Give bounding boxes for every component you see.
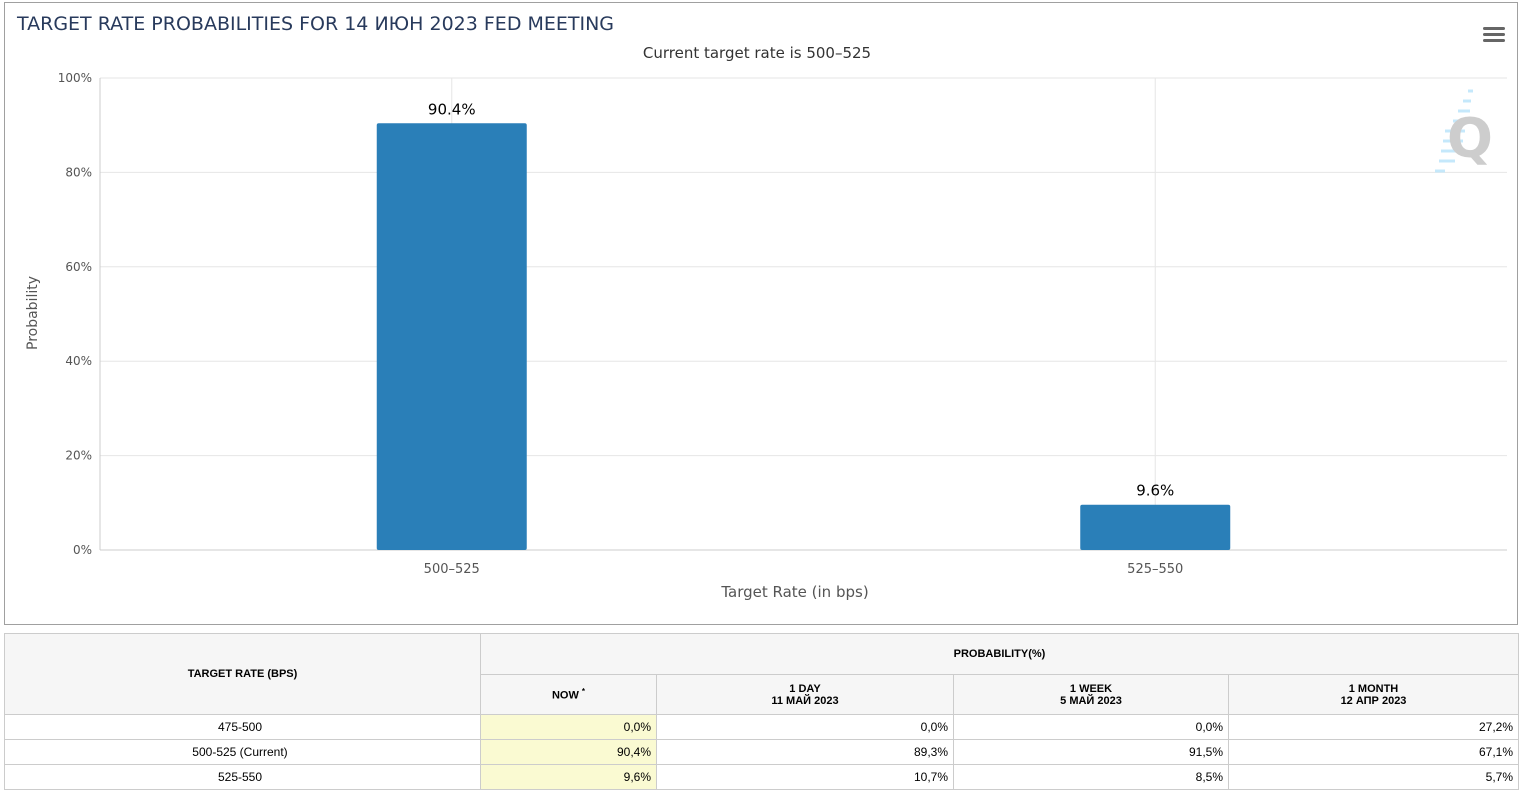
header-now: NOW *: [480, 674, 657, 715]
x-axis-label: Target Rate (in bps): [720, 583, 868, 601]
chart-title: TARGET RATE PROBABILITIES FOR 14 ИЮН 202…: [16, 13, 614, 35]
x-tick-label: 500–525: [424, 562, 480, 577]
month-cell: 5,7%: [1228, 764, 1519, 790]
day-cell: 0,0%: [656, 714, 954, 740]
month-cell: 67,1%: [1228, 739, 1519, 765]
week-cell: 8,5%: [953, 764, 1229, 790]
header-1-month: 1 MONTH 12 АПР 2023: [1228, 674, 1519, 715]
header-target-rate: TARGET RATE (BPS): [4, 633, 481, 715]
table-row: 525-550 9,6% 10,7% 8,5% 5,7%: [4, 764, 1519, 790]
y-tick-label: 100%: [58, 71, 92, 85]
table-row: 500-525 (Current) 90,4% 89,3% 91,5% 67,1…: [4, 739, 1519, 765]
week-cell: 91,5%: [953, 739, 1229, 765]
day-cell: 10,7%: [656, 764, 954, 790]
header-probability: PROBABILITY(%): [480, 633, 1519, 675]
data-label: 9.6%: [1136, 482, 1174, 500]
rate-cell: 475-500: [4, 714, 481, 740]
now-cell: 90,4%: [480, 739, 657, 765]
y-tick-label: 40%: [65, 354, 92, 368]
svg-text:Q: Q: [1447, 107, 1493, 170]
rate-cell: 525-550: [4, 764, 481, 790]
bar: [1080, 504, 1231, 550]
data-label: 90.4%: [428, 100, 476, 118]
y-axis-label: Probability: [25, 276, 41, 350]
chart-subtitle: Current target rate is 500–525: [643, 44, 871, 62]
rate-cell: 500-525 (Current): [4, 739, 481, 765]
table-row: 475-500 0,0% 0,0% 0,0% 27,2%: [4, 714, 1519, 740]
week-cell: 0,0%: [953, 714, 1229, 740]
y-tick-label: 60%: [65, 260, 92, 274]
x-tick-label: 525–550: [1127, 562, 1183, 577]
bar-chart: TARGET RATE PROBABILITIES FOR 14 ИЮН 202…: [16, 13, 1507, 601]
now-cell: 9,6%: [480, 764, 657, 790]
bar: [376, 123, 527, 550]
chart-menu-button[interactable]: [1483, 27, 1505, 43]
chart-container: TARGET RATE PROBABILITIES FOR 14 ИЮН 202…: [4, 2, 1518, 625]
watermark-logo-icon: Q: [1435, 89, 1493, 173]
header-1-day: 1 DAY 11 МАЙ 2023: [656, 674, 954, 715]
header-1-week: 1 WEEK 5 МАЙ 2023: [953, 674, 1229, 715]
now-cell: 0,0%: [480, 714, 657, 740]
y-tick-label: 80%: [65, 165, 92, 179]
y-tick-label: 0%: [73, 543, 92, 557]
probability-table: TARGET RATE (BPS) PROBABILITY(%) NOW * 1…: [4, 633, 1519, 790]
month-cell: 27,2%: [1228, 714, 1519, 740]
y-tick-label: 20%: [65, 449, 92, 463]
day-cell: 89,3%: [656, 739, 954, 765]
